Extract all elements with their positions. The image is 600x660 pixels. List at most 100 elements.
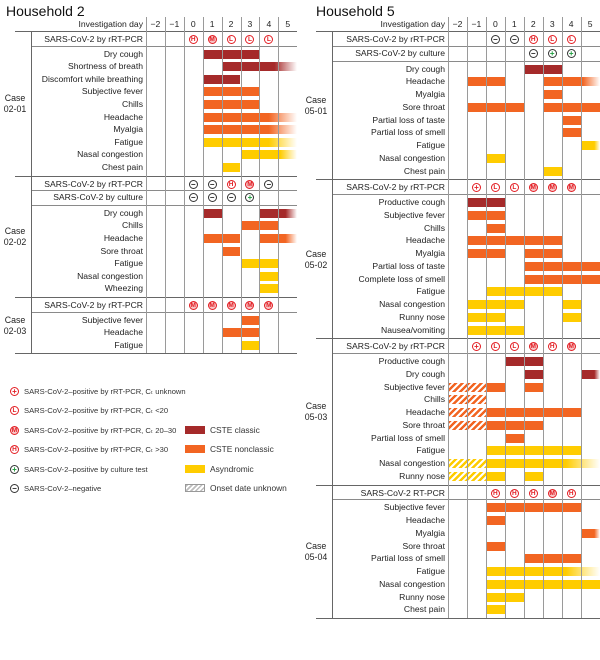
label-divider [31, 31, 32, 354]
symptom-bar-nonclassic [523, 382, 543, 392]
symptom-label: Myalgia [113, 124, 143, 135]
day-gridline [561, 17, 563, 618]
legend-test-label: SARS-CoV-2–negative [24, 484, 102, 493]
symptom-label: Sore throat [402, 540, 445, 551]
symptom-bar-nonclassic [466, 210, 505, 220]
symptom-label: Headache [405, 76, 445, 87]
pcr-mid-ct-icon: M [566, 342, 576, 352]
negative-icon: − [188, 179, 198, 189]
symptom-label: Chills [423, 394, 445, 405]
symptom-bar-nonclassic [485, 420, 543, 430]
symptom-label: Runny nose [399, 311, 445, 322]
symptom-bar-asyndromic [466, 312, 505, 322]
case-id: 02-01 [3, 104, 27, 115]
pcr-mid-ct-icon: M [188, 301, 198, 310]
symptom-label: Fatigue [114, 258, 143, 269]
pcr-high-ct-icon: H [188, 35, 198, 44]
symptom-bar-nonclassic [202, 234, 241, 243]
legend-swatch-nonclassic [185, 445, 205, 454]
header-rule [316, 31, 600, 32]
symptom-bar-asyndromic [485, 287, 562, 297]
pcr-high-ct-icon: H [547, 342, 557, 352]
symptom-label: Runny nose [399, 591, 445, 602]
symptom-label: Nasal congestion [379, 299, 445, 309]
pcr-high-ct-icon: H [509, 488, 519, 498]
case-label: Case [4, 315, 26, 326]
culture-positive-icon: + [245, 193, 255, 203]
day-gridline [240, 17, 242, 354]
symptom-bar-nonclassic [523, 554, 581, 564]
test-label: SARS-CoV-2 by rRT-PCR [44, 34, 143, 44]
pcr-high-ct-icon: H [490, 488, 500, 498]
legend-test-label: SARS-CoV-2–positive by rRT-PCR, Cₜ >30 [24, 445, 169, 455]
symptom-bar-asyndromic [485, 446, 581, 456]
symptom-label: Nasal congestion [77, 270, 143, 281]
symptom-label: Dry cough [103, 207, 143, 218]
symptom-label: Runny nose [399, 470, 445, 481]
case-rule [15, 175, 297, 177]
test-label: SARS-CoV-2 by rRT-PCR [44, 300, 143, 310]
symptom-bar-asyndromic [466, 300, 524, 309]
symptom-label: Myalgia [415, 89, 445, 99]
day-gridline [485, 17, 487, 618]
symptom-bar-nonclassic [221, 246, 241, 256]
symptom-bar-asyndromic [485, 459, 600, 468]
negative-icon: − [226, 193, 236, 203]
culture-positive-icon: + [547, 48, 557, 58]
day-tick-label: 0 [190, 19, 196, 29]
pcr-mid-ct-icon: M [245, 301, 255, 310]
pcr-low-ct-icon: L [490, 342, 500, 352]
symptom-label: Headache [103, 233, 143, 243]
axis-label: Investigation day [380, 19, 446, 29]
symptom-bar-classic [259, 208, 297, 218]
day-tick-label: −2 [150, 19, 161, 29]
pcr-mid-ct-icon: M [245, 179, 255, 189]
day-gridline [202, 17, 204, 354]
symptom-bar-nonclassic [202, 87, 260, 97]
day-tick-label: 5 [285, 19, 291, 29]
pcr-mid-ct-icon: M [264, 301, 274, 310]
pcr-mid-ct-icon: M [547, 488, 557, 498]
negative-icon: − [207, 193, 217, 203]
symptom-label: Subjective fever [383, 502, 445, 513]
symptom-bar-nonclassic [240, 315, 260, 325]
test-label: SARS-CoV-2 RT-PCR [360, 487, 445, 498]
case-label: Case [305, 401, 327, 412]
test-label: SARS-CoV-2 by culture [53, 192, 143, 203]
pcr-high-ct-icon: H [528, 488, 538, 498]
symptom-bar-nonclassic [466, 102, 524, 112]
pcr-high-ct-icon: H [566, 488, 576, 498]
household-title: Household 2 [6, 3, 85, 19]
symptom-label: Headache [405, 235, 445, 246]
pcr-mid-ct-icon: M [207, 35, 217, 44]
symptom-bar-asyndromic [580, 141, 600, 150]
symptom-label: Myalgia [415, 527, 445, 538]
symptom-label: Nausea/vomiting [380, 324, 445, 335]
symptom-label: Chest pain [403, 165, 445, 176]
case-label: Case [4, 226, 26, 237]
day-tick-label: 1 [511, 19, 517, 29]
day-gridline [183, 17, 185, 354]
day-tick-label: −1 [169, 19, 180, 29]
pcr-low-ct-icon: L [547, 35, 557, 44]
symptom-bar-asyndromic [485, 153, 505, 163]
day-tick-label: 2 [530, 19, 536, 29]
symptom-bar-nonclassic [561, 115, 581, 125]
symptom-label: Subjective fever [81, 314, 143, 325]
test-row-rule [31, 311, 297, 313]
symptom-label: Headache [103, 111, 143, 122]
symptom-bar-asyndromic [240, 150, 297, 160]
symptom-bar-nonclassic [580, 528, 600, 538]
symptom-label: Partial loss of taste [372, 114, 445, 125]
symptom-label: Partial loss of smell [370, 553, 445, 564]
symptom-bar-nonclassic [466, 77, 505, 87]
symptom-bar-classic [202, 74, 241, 84]
day-gridline [580, 17, 582, 618]
legend-negative-icon: − [10, 484, 19, 493]
test-label: SARS-CoV-2 by rRT-PCR [346, 182, 445, 193]
case-id: 05-04 [304, 552, 328, 563]
pcr-mid-ct-icon: M [547, 183, 557, 193]
symptom-bar-asyndromic [542, 166, 562, 176]
symptom-label: Nasal congestion [379, 152, 445, 163]
test-label: SARS-CoV-2 by rRT-PCR [44, 178, 143, 189]
